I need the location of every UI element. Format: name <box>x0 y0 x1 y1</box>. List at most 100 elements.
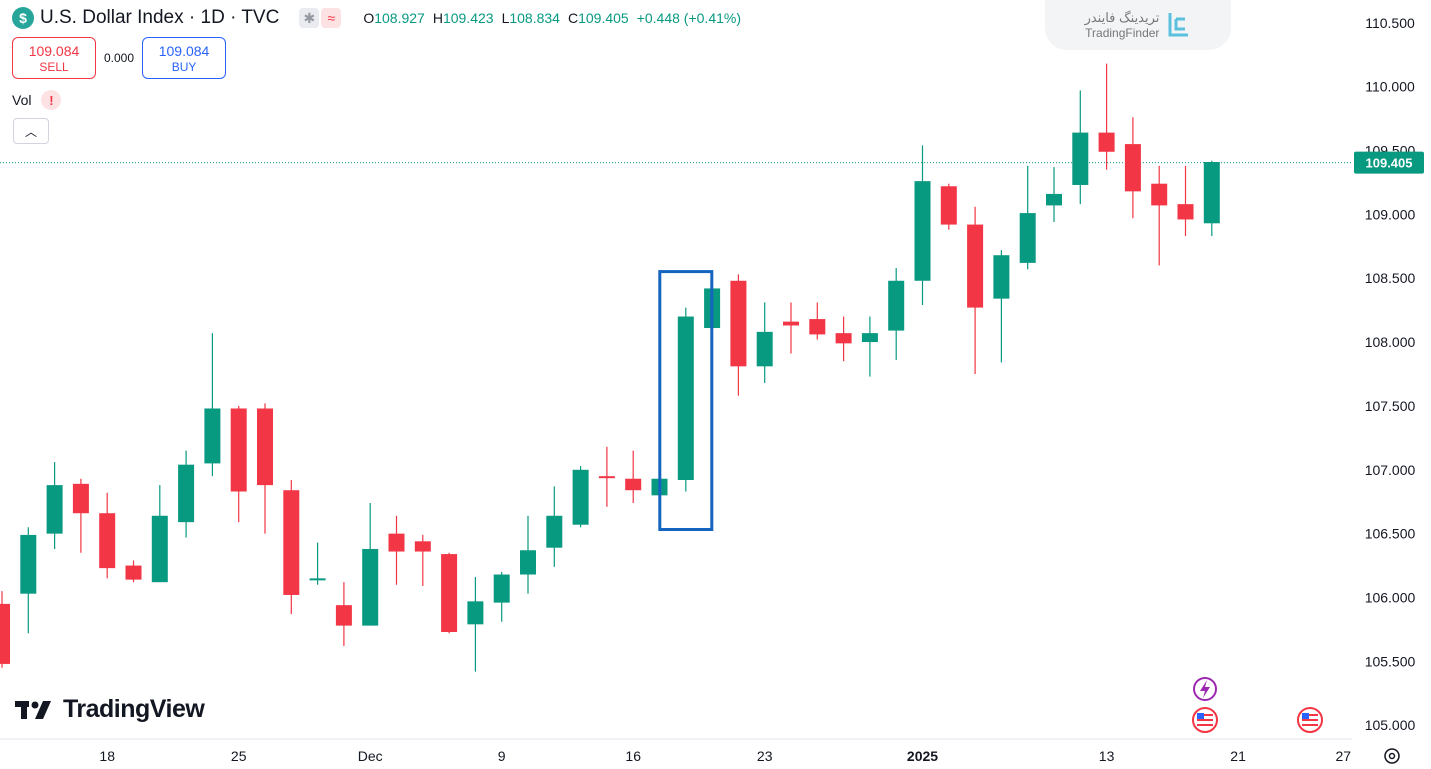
candle[interactable] <box>677 307 694 492</box>
trade-panel: 109.084 SELL 0.000 109.084 BUY <box>12 37 227 79</box>
candle[interactable] <box>572 465 589 528</box>
candle-body <box>967 224 984 308</box>
candle-body <box>230 408 247 492</box>
candle-body <box>598 476 615 479</box>
spread-value: 0.000 <box>104 51 135 65</box>
us-flag-event-icon[interactable] <box>1192 707 1218 733</box>
candle[interactable] <box>0 591 10 668</box>
candle-body <box>546 515 563 548</box>
candle[interactable] <box>809 302 826 340</box>
candle[interactable] <box>1203 160 1220 237</box>
candle[interactable] <box>283 480 300 615</box>
candle[interactable] <box>309 542 326 585</box>
x-tick-label: 2025 <box>907 748 938 764</box>
candle-body <box>783 321 799 326</box>
candle[interactable] <box>967 206 984 374</box>
buy-button[interactable]: 109.084 BUY <box>142 37 227 79</box>
candle[interactable] <box>72 478 89 553</box>
candle[interactable] <box>520 515 536 594</box>
open-label: O <box>363 10 375 26</box>
tradingfinder-en-text: TradingFinder <box>1085 26 1160 40</box>
x-tick-label: 27 <box>1336 748 1352 764</box>
candle[interactable] <box>783 302 799 354</box>
volume-indicator[interactable]: Vol ! <box>12 90 62 110</box>
candle-body <box>309 578 326 581</box>
y-tick-label: 105.500 <box>1365 653 1416 669</box>
candle[interactable] <box>730 274 747 396</box>
volume-label: Vol <box>12 92 32 108</box>
sell-label: SELL <box>39 59 69 74</box>
candle[interactable] <box>99 492 116 579</box>
candle-body <box>388 533 405 552</box>
candle[interactable] <box>1124 117 1141 219</box>
candle[interactable] <box>178 450 195 538</box>
candle-body <box>677 316 694 481</box>
candle[interactable] <box>125 560 142 583</box>
tradingfinder-logo-icon <box>1168 13 1189 37</box>
x-tick-label: 18 <box>99 748 115 764</box>
candle[interactable] <box>993 250 1010 363</box>
asterisk-icon[interactable]: ✱ <box>299 8 320 28</box>
candle[interactable] <box>861 316 878 377</box>
candle[interactable] <box>441 552 458 634</box>
candle[interactable] <box>914 145 931 306</box>
x-tick-label: Dec <box>358 748 383 764</box>
current-price-text: 109.405 <box>1366 156 1413 171</box>
symbol-title[interactable]: U.S. Dollar Index · 1D · TVC <box>40 7 280 28</box>
candle[interactable] <box>1098 63 1115 170</box>
candle-body <box>335 605 352 626</box>
symbol-header: $ U.S. Dollar Index · 1D · TVC ✱ ≈ O108.… <box>12 6 741 30</box>
candle[interactable] <box>1177 165 1194 237</box>
candle[interactable] <box>1046 167 1062 223</box>
high-value: 109.423 <box>442 10 494 26</box>
candle[interactable] <box>835 316 852 362</box>
tradingview-logo[interactable]: TradingView <box>15 695 205 724</box>
candle[interactable] <box>414 534 431 587</box>
candle[interactable] <box>388 515 405 585</box>
candle[interactable] <box>888 267 905 360</box>
sell-button[interactable]: 109.084 SELL <box>12 37 96 79</box>
candle[interactable] <box>20 527 37 634</box>
x-tick-label: 25 <box>231 748 247 764</box>
buy-price: 109.084 <box>158 42 210 59</box>
candle[interactable] <box>46 462 63 549</box>
candle[interactable] <box>335 582 352 647</box>
candle[interactable] <box>257 403 273 534</box>
x-tick-label: 16 <box>625 748 641 764</box>
y-tick-label: 106.000 <box>1365 590 1416 606</box>
candle[interactable] <box>625 450 642 503</box>
candle[interactable] <box>1151 165 1168 266</box>
open-value: 108.927 <box>374 10 425 26</box>
candle[interactable] <box>493 571 510 622</box>
close-label: C <box>567 10 579 26</box>
candle[interactable] <box>1019 165 1036 270</box>
y-tick-label: 108.500 <box>1365 270 1416 286</box>
y-tick-label: 107.000 <box>1365 462 1416 478</box>
lightning-event-icon[interactable] <box>1193 677 1217 701</box>
wave-icon[interactable]: ≈ <box>321 8 342 28</box>
chart-settings-icon[interactable] <box>1384 748 1400 764</box>
us-flag-event-icon-2[interactable] <box>1297 707 1323 733</box>
candle-body <box>257 408 273 486</box>
candle[interactable] <box>598 446 615 507</box>
candle[interactable] <box>151 485 168 583</box>
warning-icon[interactable]: ! <box>41 90 62 110</box>
candle[interactable] <box>756 302 773 383</box>
candle[interactable] <box>467 577 484 672</box>
change-value: +0.448 (+0.41%) <box>636 10 741 26</box>
candle-body <box>72 483 89 514</box>
candle-body <box>888 280 905 331</box>
candle[interactable] <box>940 183 957 230</box>
tradingfinder-fa-text: تریدینگ فایندر <box>1084 10 1160 25</box>
candle[interactable] <box>1072 90 1089 205</box>
candle[interactable] <box>362 502 379 626</box>
collapse-button[interactable]: ︿ <box>13 118 49 144</box>
candle[interactable] <box>204 333 221 477</box>
candle[interactable] <box>230 405 247 523</box>
candle-body <box>125 565 142 580</box>
candle-body <box>1019 213 1036 263</box>
y-tick-label: 105.000 <box>1365 717 1416 733</box>
candle[interactable] <box>546 486 563 567</box>
y-tick-label: 110.500 <box>1365 15 1415 31</box>
